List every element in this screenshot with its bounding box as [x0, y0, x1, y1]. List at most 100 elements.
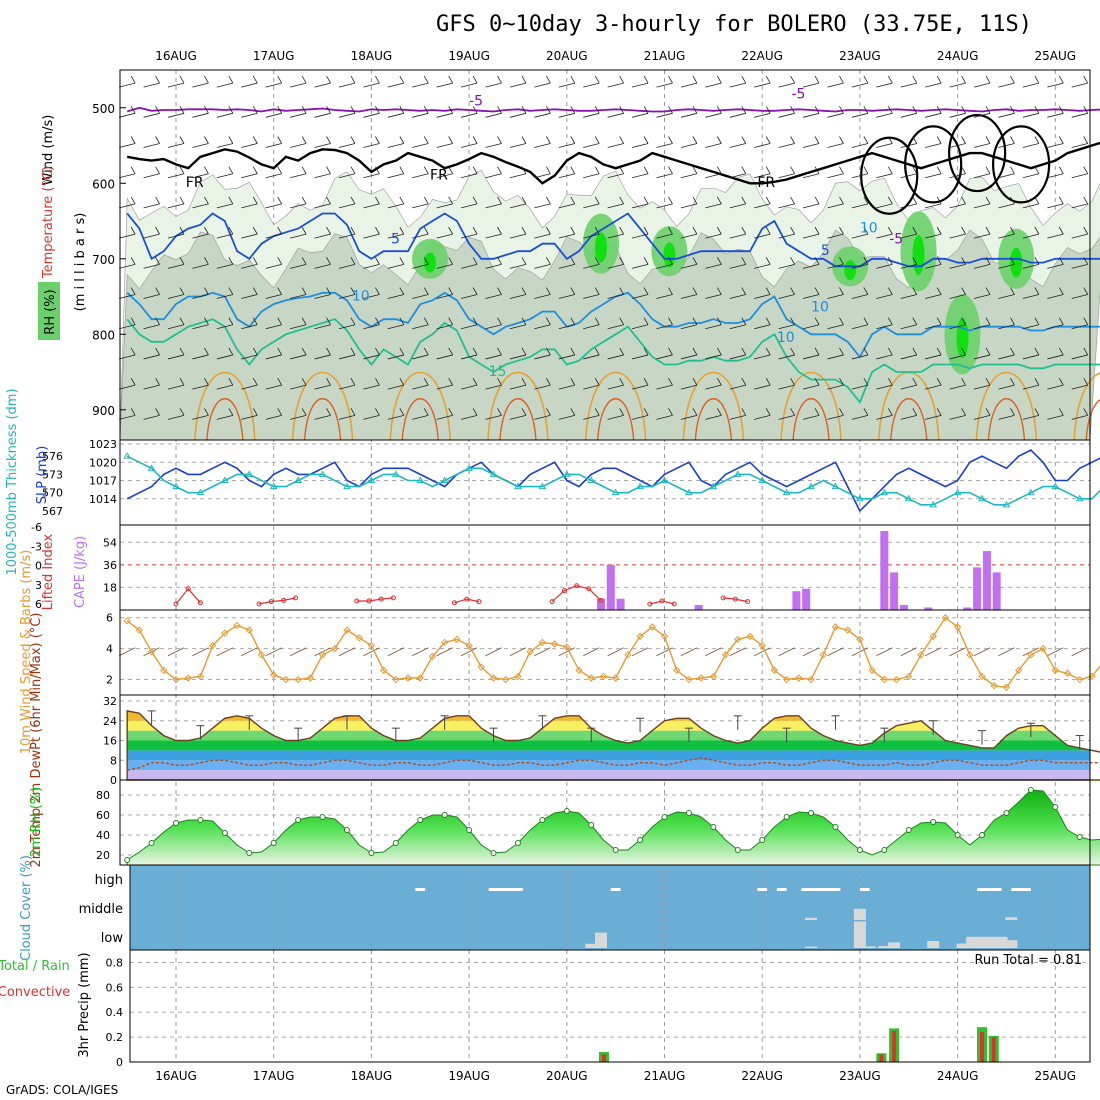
wind-barb: [119, 324, 136, 330]
wind-barb: [583, 324, 600, 330]
wind-barb: [216, 233, 233, 239]
wind-barb-feather: [423, 317, 429, 325]
wind-barb: [387, 324, 404, 330]
wind-barb: [534, 203, 551, 209]
wind-barb: [558, 233, 575, 239]
wind-barb-feather: [546, 196, 551, 205]
rh-marker: [808, 810, 815, 816]
wind-barb-feather: [741, 226, 747, 235]
warm-isotherm-cell-inner: [206, 398, 244, 441]
wind-barb: [461, 173, 478, 179]
wind-barb-feather: [717, 226, 722, 235]
thickness-marker: [514, 482, 522, 490]
wind-barb: [192, 143, 209, 148]
wind-barb-feather: [472, 166, 478, 174]
wind-barb: [485, 294, 502, 299]
wind-barb: [387, 203, 404, 209]
wind-barb-feather: [399, 408, 405, 416]
wind-barb: [778, 143, 795, 148]
contour-label: 10: [811, 300, 829, 316]
wind-barb: [338, 203, 356, 209]
wind-barb-feather: [375, 377, 380, 386]
wind-barb: [290, 384, 307, 390]
cloud-high-segment: [776, 888, 787, 891]
wind-speed-marker: [917, 651, 925, 659]
wind-barb-feather: [1010, 226, 1015, 235]
wind-barb: [216, 263, 233, 269]
wind-barb: [387, 112, 404, 118]
wind-barb-feather: [423, 75, 429, 84]
wind-speed-marker: [184, 674, 192, 682]
wind-barb: [192, 263, 209, 269]
surface-wind-barb: [436, 647, 453, 657]
wind-barb-feather: [204, 287, 209, 295]
wind-barb: [754, 324, 771, 330]
wind-barb: [436, 354, 453, 360]
ylabel-wind: Wind (m/s): [41, 115, 56, 186]
warm-isotherm-cell: [780, 371, 842, 441]
rh-saturated-patch: [956, 318, 969, 359]
wind-barb-feather: [204, 166, 209, 174]
thickness-marker: [147, 464, 156, 471]
surface-wind-barb: [631, 647, 649, 657]
rh-saturated-patch: [1010, 247, 1023, 278]
cloud-low-bar: [995, 936, 1008, 948]
wind-barb: [607, 384, 624, 390]
wind-barb-feather: [814, 196, 820, 205]
wind-barb: [265, 112, 282, 118]
wind-barb: [680, 112, 698, 118]
li-line: [454, 598, 480, 604]
wind-barb: [925, 82, 942, 88]
wind-barb-feather: [228, 226, 234, 235]
wind-barb-feather: [1034, 287, 1040, 295]
wind-barb: [314, 233, 331, 239]
wind-barb-feather: [741, 106, 747, 114]
wind-barb: [363, 414, 380, 420]
panel-frame-wind: [119, 609, 1091, 696]
wind-barb: [509, 354, 527, 360]
wind-barb-feather: [814, 317, 820, 325]
wind-barb: [851, 324, 868, 330]
wind-barb: [485, 173, 502, 179]
temperature-band: [127, 710, 1090, 721]
wind-tick-label: 2: [106, 674, 113, 687]
wind-barb-feather: [350, 408, 356, 416]
ylabel-precip: 3hr Precip (mm): [77, 952, 92, 1057]
wind-barb-feather: [1083, 377, 1089, 386]
wind-barb: [216, 112, 233, 118]
cloud-high-segment: [977, 888, 1002, 891]
wind-barb: [387, 143, 404, 148]
wind-barb-feather: [497, 75, 502, 84]
wind-barb-feather: [643, 317, 649, 325]
wind-barb: [290, 143, 307, 148]
wind-barb-feather: [497, 136, 502, 144]
wind-barb: [216, 173, 233, 179]
wind-barb: [143, 263, 160, 269]
cloud-middle-bar: [805, 917, 818, 920]
wind-speed-marker: [599, 672, 608, 681]
wind-barb-feather: [619, 166, 624, 174]
cloud-middle-bar: [853, 908, 866, 920]
wind-barb-feather: [375, 166, 380, 174]
rh-tick-label: 40: [96, 829, 110, 842]
wind-barb: [827, 233, 844, 239]
wind-barb: [631, 203, 649, 209]
wind-barb: [485, 354, 502, 360]
wind-barb: [900, 173, 917, 179]
wind-barb: [851, 203, 868, 209]
thickness-marker: [685, 488, 693, 496]
wind-barb-feather: [692, 347, 698, 356]
wind-barb-feather: [155, 347, 160, 356]
wind-barb-feather: [912, 136, 918, 144]
wind-barb: [314, 414, 331, 420]
wind-barb: [167, 414, 185, 420]
surface-wind-barb: [289, 647, 307, 657]
date-label-bottom: 19AUG: [448, 1069, 490, 1083]
wind-barb: [949, 173, 966, 179]
wind-barb: [802, 112, 820, 118]
wind-barb-feather: [668, 347, 673, 356]
wind-barb-feather: [130, 75, 136, 84]
li-line: [175, 587, 201, 605]
wind-barb-feather: [155, 106, 160, 114]
